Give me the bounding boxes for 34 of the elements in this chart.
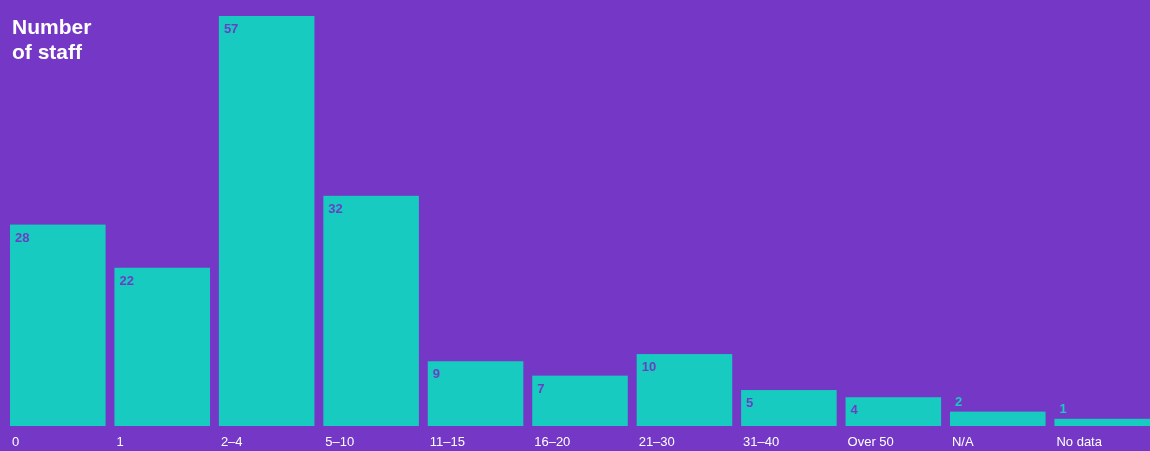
- x-tick-label: N/A: [951, 434, 974, 449]
- data-label: 5: [746, 395, 754, 411]
- bar: [323, 195, 419, 426]
- text: Number of staff: [12, 15, 92, 63]
- x-tick-label: 1: [116, 434, 124, 449]
- bar: [114, 267, 211, 426]
- data-label: 32: [328, 200, 343, 216]
- bar: [1054, 418, 1150, 426]
- x-tick-label: 5–10: [325, 434, 355, 449]
- x-tick-label: No data: [1056, 434, 1103, 449]
- bar: [845, 397, 942, 426]
- bar: [532, 375, 628, 426]
- bar: [741, 390, 837, 426]
- data-label: 57: [223, 21, 239, 36]
- data-label: 28: [15, 229, 30, 245]
- bar: [949, 411, 1046, 426]
- x-tick-label: Over 50: [847, 434, 894, 449]
- bar: [427, 361, 524, 426]
- data-label: 22: [119, 272, 134, 288]
- data-label: 9: [432, 366, 441, 382]
- bar: [218, 16, 315, 426]
- data-label: 7: [537, 380, 545, 396]
- x-tick-label: 2–4: [220, 434, 243, 449]
- bar: [636, 354, 733, 426]
- x-tick-label: 16–20: [534, 434, 571, 449]
- x-tick-label: 11–15: [429, 434, 465, 449]
- data-label: 2: [954, 393, 963, 409]
- x-tick-label: 21–30: [638, 434, 675, 449]
- x-tick-label: 0: [12, 434, 20, 449]
- data-label: 1: [1059, 400, 1067, 416]
- data-label: 4: [850, 402, 859, 418]
- data-label: 10: [641, 359, 657, 375]
- x-tick-label: 31–40: [743, 434, 780, 449]
- bar: [10, 224, 106, 426]
